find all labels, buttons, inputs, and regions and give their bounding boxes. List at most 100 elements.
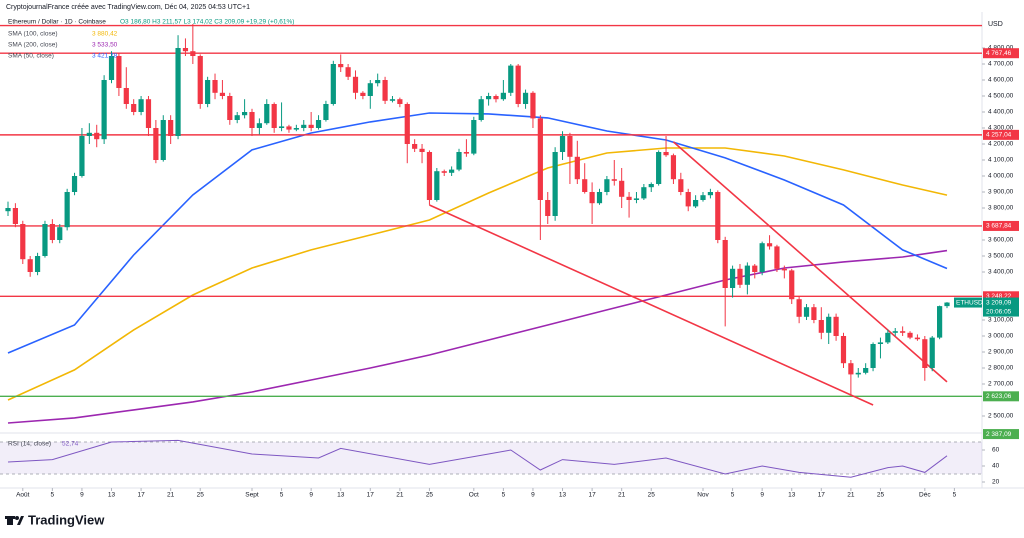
- candle-body: [596, 192, 603, 204]
- symbol-label: ETHUSD: [956, 299, 983, 306]
- candle-body: [619, 180, 625, 197]
- candle-body: [929, 337, 935, 368]
- candle-body: [249, 112, 255, 128]
- candle-body: [241, 112, 248, 116]
- candle-body: [71, 176, 78, 192]
- candle-body: [219, 92, 226, 96]
- level-label: 3 687,84: [986, 223, 1012, 230]
- candle-body: [256, 123, 262, 128]
- candle-body: [626, 196, 632, 200]
- level-label: 4 257,04: [986, 132, 1012, 139]
- candle-body: [108, 56, 115, 80]
- candle-body: [870, 344, 876, 368]
- candle-body: [508, 65, 514, 93]
- candle-body: [552, 152, 558, 216]
- level-box: [983, 429, 1019, 440]
- legend-value: 3 421,78: [92, 53, 118, 60]
- candle-body: [877, 342, 884, 344]
- candle-body: [944, 302, 950, 307]
- level-label: 2 623,06: [986, 393, 1012, 400]
- candle-body: [722, 240, 728, 288]
- candle-body: [522, 92, 529, 104]
- x-tick-label: 17: [137, 492, 145, 499]
- y-tick-label: 2 500,00: [988, 413, 1014, 420]
- candle-body: [715, 192, 721, 240]
- x-tick-label: 17: [818, 492, 826, 499]
- candle-body: [20, 224, 26, 260]
- candle-body: [212, 80, 218, 93]
- candle-body: [160, 120, 166, 160]
- candle-body: [656, 152, 662, 184]
- legend-name: SMA (200, close): [8, 42, 58, 49]
- level-box: [983, 129, 1019, 140]
- x-tick-label: 5: [502, 492, 506, 499]
- candle-body: [530, 92, 536, 119]
- candle-body: [345, 67, 351, 77]
- x-tick-label: 25: [197, 492, 205, 499]
- y-tick-label: 3 600,00: [988, 237, 1014, 244]
- candle-body: [885, 332, 891, 343]
- legend-value: 3 880,42: [92, 31, 118, 38]
- trendline: [429, 204, 874, 406]
- y-tick-label: 4 100,00: [988, 157, 1014, 164]
- candle-body: [766, 243, 773, 247]
- candle-body: [138, 99, 144, 112]
- candle-body: [123, 88, 129, 104]
- candle-body: [574, 156, 580, 180]
- candle-body: [426, 152, 433, 200]
- candle-body: [840, 336, 847, 364]
- x-tick-label: 25: [877, 492, 885, 499]
- candle-body: [707, 192, 714, 196]
- x-tick-label: 21: [396, 492, 404, 499]
- candle-body: [537, 118, 543, 200]
- candle-body: [796, 299, 802, 317]
- candle-body: [774, 246, 780, 269]
- candle-body: [382, 80, 388, 101]
- y-tick-label: 4 200,00: [988, 141, 1014, 148]
- candle-body: [759, 243, 765, 272]
- level-box: [983, 391, 1019, 402]
- x-tick-label: 9: [80, 492, 84, 499]
- candle-body: [197, 56, 203, 104]
- candle-body: [168, 120, 174, 136]
- candle-body: [611, 179, 617, 181]
- rsi-band: [0, 442, 982, 474]
- y-tick-label: 3 500,00: [988, 253, 1014, 260]
- candle-body: [101, 80, 107, 140]
- candle-body: [922, 339, 928, 368]
- y-tick-label: 2 900,00: [988, 349, 1014, 356]
- candle-body: [515, 65, 521, 104]
- candle-body: [293, 128, 299, 130]
- candle-body: [131, 104, 137, 112]
- candle-body: [737, 268, 743, 285]
- candle-body: [79, 136, 85, 176]
- x-tick-label: 5: [953, 492, 957, 499]
- chart-title: Ethereum / Dollar · 1D · Coinbase: [8, 19, 106, 26]
- x-tick-label: Oct: [469, 492, 479, 499]
- candle-body: [271, 104, 277, 128]
- x-tick-label: Nov: [697, 492, 709, 499]
- level-label: 4 767,46: [986, 50, 1012, 57]
- x-tick-label: Sept: [245, 492, 259, 499]
- candle-body: [57, 227, 63, 240]
- candle-body: [5, 208, 11, 212]
- candle-body: [500, 92, 506, 100]
- y-tick-label: 4 300,00: [988, 125, 1014, 132]
- x-tick-label: 5: [51, 492, 55, 499]
- x-tick-label: 13: [559, 492, 567, 499]
- candle-body: [86, 132, 92, 136]
- candle-body: [308, 124, 314, 128]
- candle-body: [375, 80, 381, 84]
- candle-body: [12, 208, 18, 224]
- candle-body: [94, 132, 100, 140]
- candle-body: [478, 99, 484, 120]
- y-tick-label: 3 400,00: [988, 269, 1014, 276]
- candle-body: [360, 92, 366, 96]
- candle-body: [182, 48, 189, 52]
- symbol-box: [954, 297, 982, 308]
- y-tick-label: 4 400,00: [988, 109, 1014, 116]
- currency: USD: [988, 21, 1003, 28]
- candle-body: [678, 179, 684, 192]
- candle-body: [818, 320, 824, 333]
